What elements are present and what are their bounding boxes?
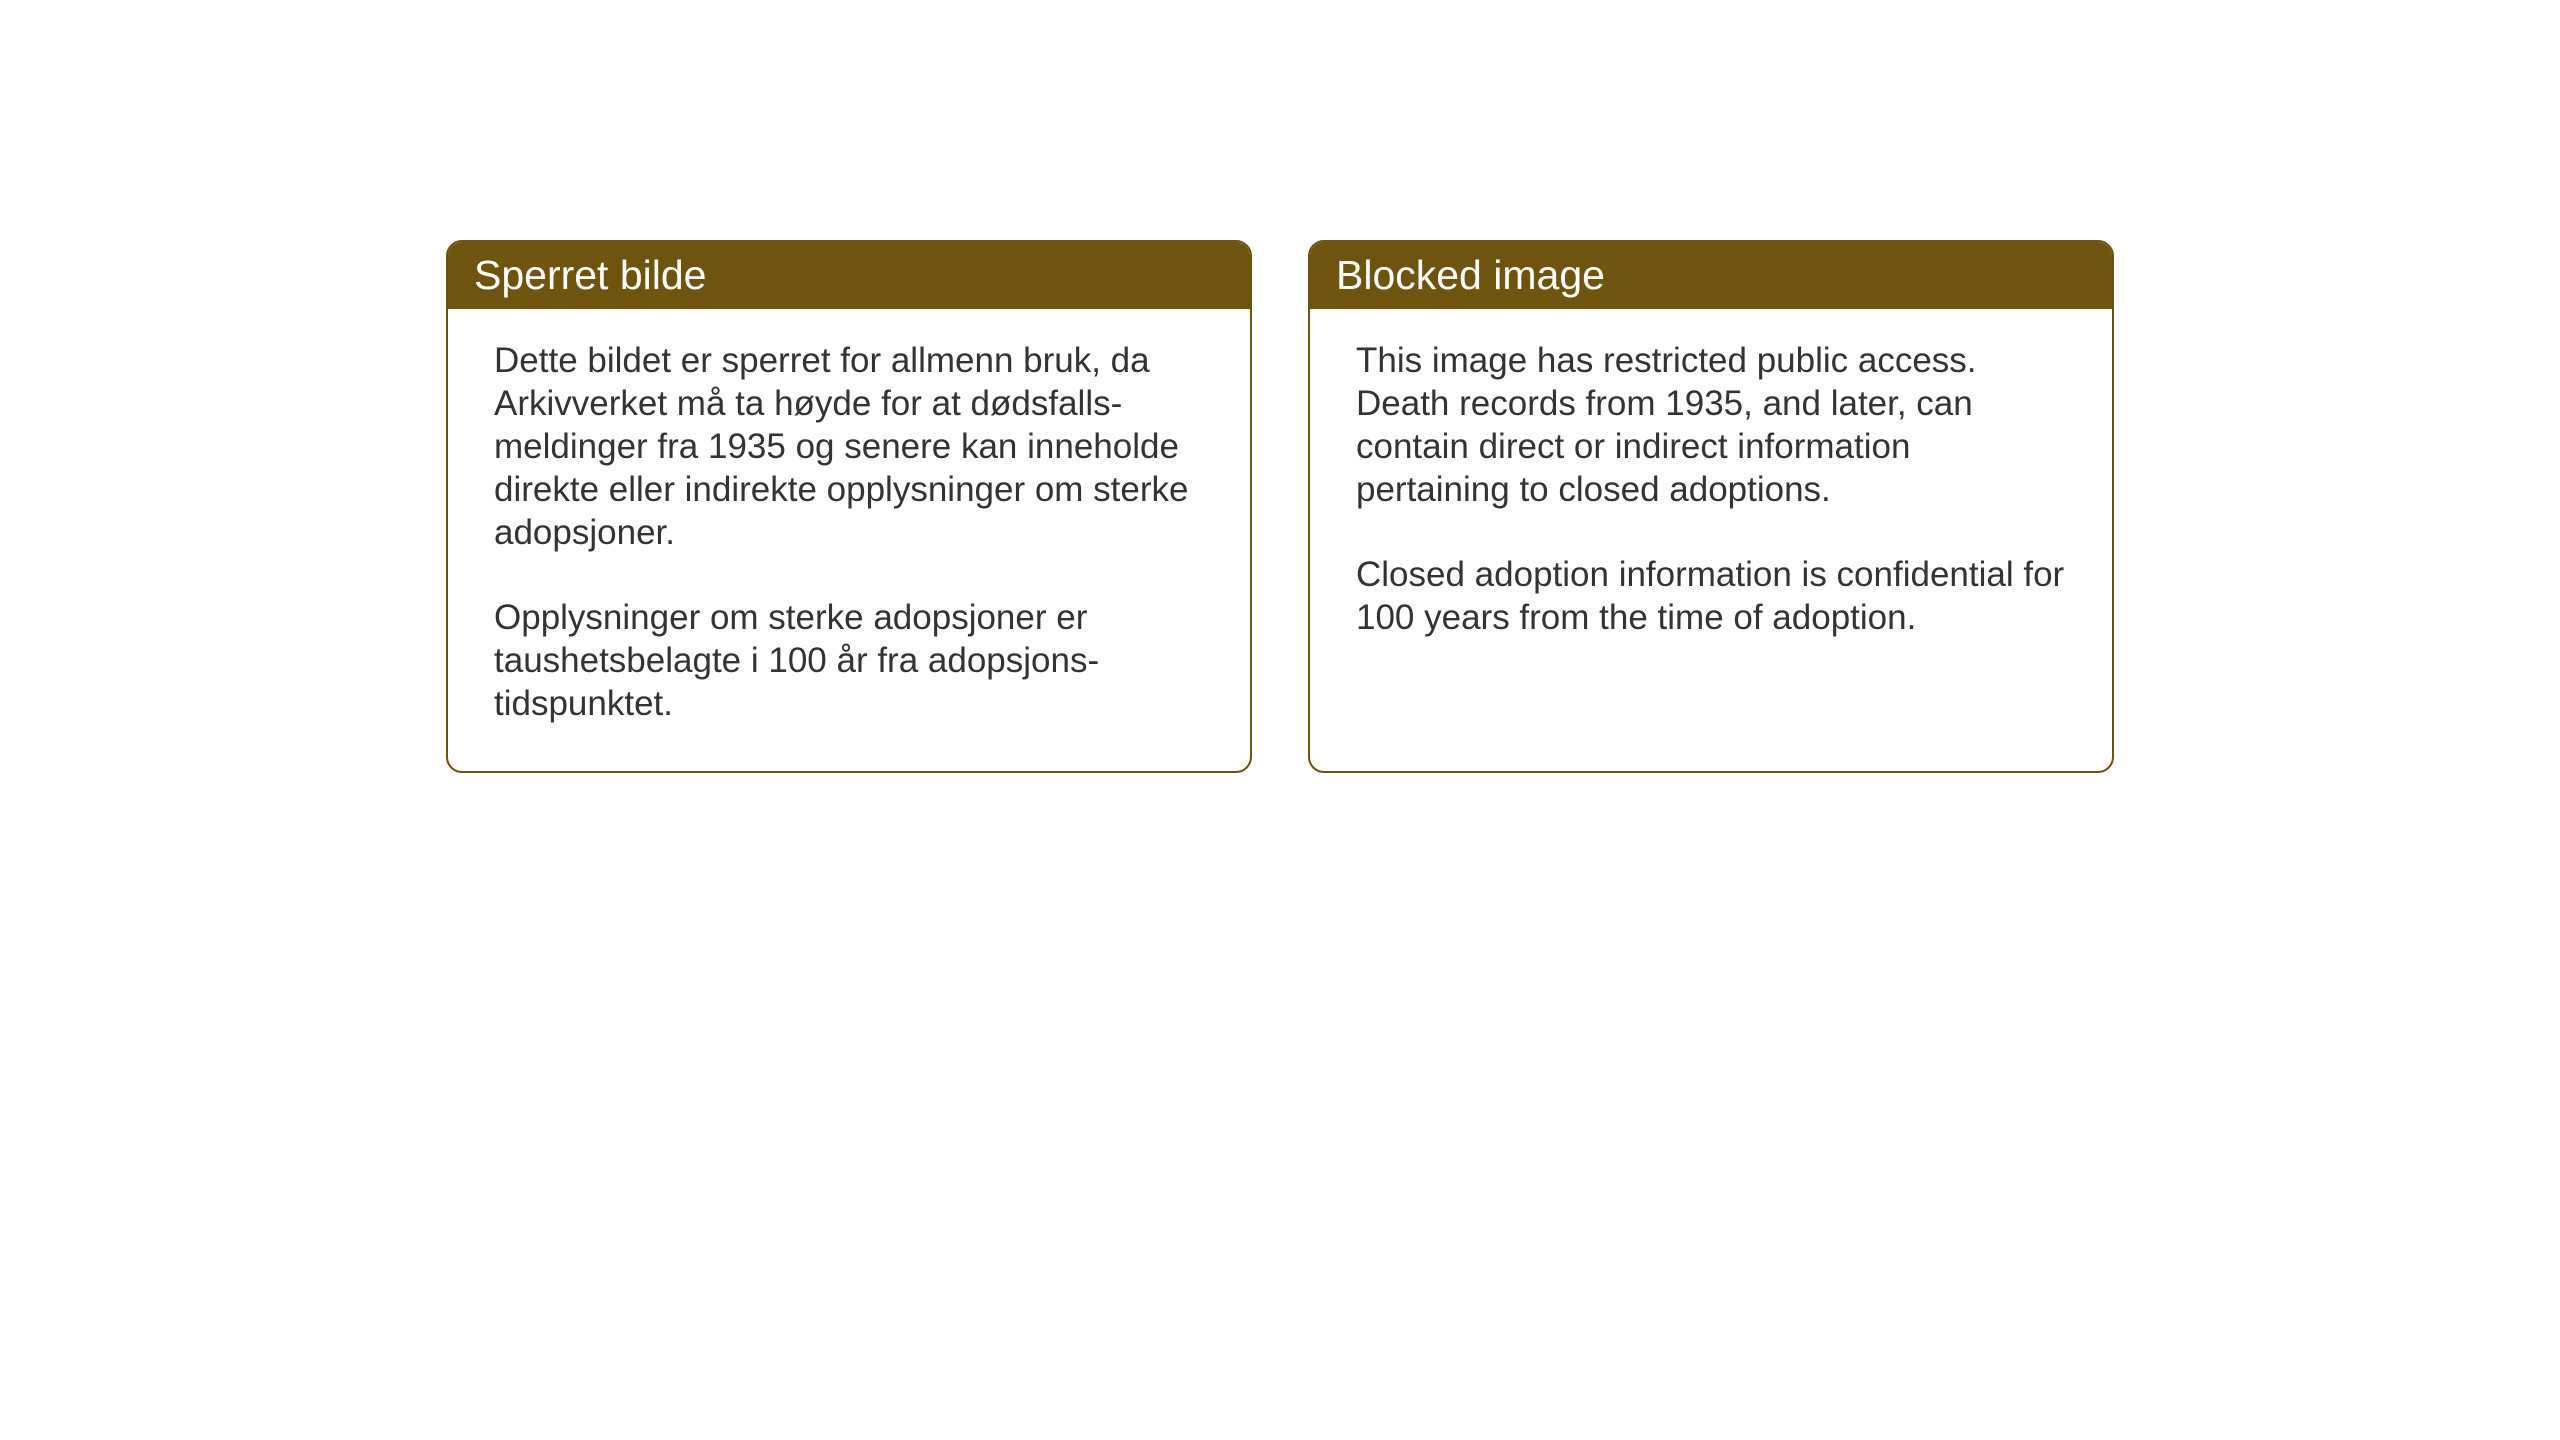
norwegian-paragraph-2: Opplysninger om sterke adopsjoner er tau…: [494, 596, 1204, 725]
notice-container: Sperret bilde Dette bildet er sperret fo…: [446, 240, 2114, 773]
english-card-body: This image has restricted public access.…: [1310, 309, 2112, 685]
english-notice-card: Blocked image This image has restricted …: [1308, 240, 2114, 773]
norwegian-card-title: Sperret bilde: [448, 242, 1250, 309]
norwegian-card-body: Dette bildet er sperret for allmenn bruk…: [448, 309, 1250, 771]
english-card-title: Blocked image: [1310, 242, 2112, 309]
norwegian-paragraph-1: Dette bildet er sperret for allmenn bruk…: [494, 339, 1204, 554]
norwegian-notice-card: Sperret bilde Dette bildet er sperret fo…: [446, 240, 1252, 773]
english-paragraph-1: This image has restricted public access.…: [1356, 339, 2066, 511]
english-paragraph-2: Closed adoption information is confident…: [1356, 553, 2066, 639]
